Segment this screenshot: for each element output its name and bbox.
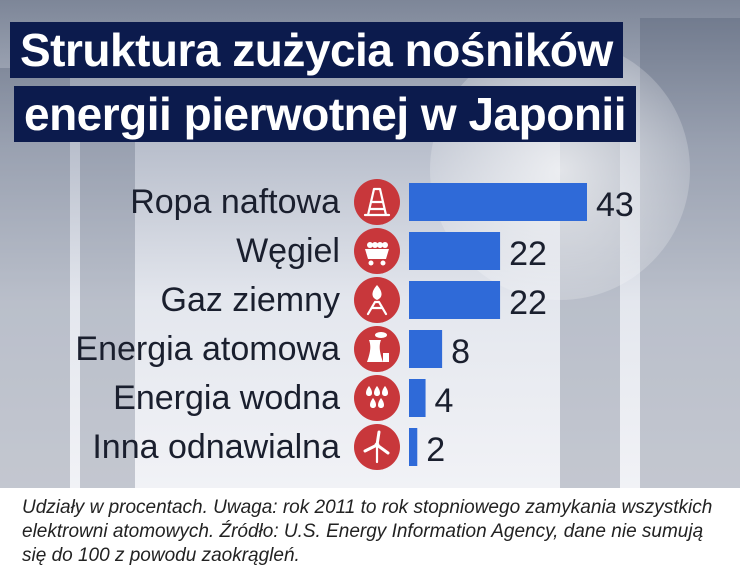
category-label: Energia atomowa [75,330,340,368]
gas-flame-icon [354,277,400,323]
value-label: 2 [426,431,445,469]
category-label: Ropa naftowa [130,183,340,221]
value-label: 22 [509,235,547,273]
bar [409,183,587,221]
bar [409,428,418,466]
category-label: Węgiel [236,232,340,270]
chart-title-line-1: Struktura zużycia nośników [10,22,623,78]
bar-chart: Ropa naftowa 43 Węgiel 22 Gaz ziemny 22 Energi… [75,179,634,470]
water-drops-icon [354,375,400,421]
category-label: Energia wodna [113,379,340,417]
footnote: Udziały w procentach. Uwaga: rok 2011 to… [22,497,713,566]
coal-cart-icon [354,228,400,274]
value-label: 43 [596,186,634,224]
oil-derrick-icon [354,179,400,225]
nuclear-plant-icon [354,326,400,372]
chart-title-line-2: energii pierwotnej w Japonii [14,86,636,142]
bar [409,281,501,319]
value-label: 4 [435,382,454,420]
bar [409,232,501,270]
value-label: 22 [509,284,547,322]
category-label: Inna odnawialna [92,428,340,466]
value-label: 8 [451,333,470,371]
wind-turbine-icon [354,424,400,470]
category-label: Gaz ziemny [161,281,341,319]
bar [409,379,426,417]
bar [409,330,443,368]
